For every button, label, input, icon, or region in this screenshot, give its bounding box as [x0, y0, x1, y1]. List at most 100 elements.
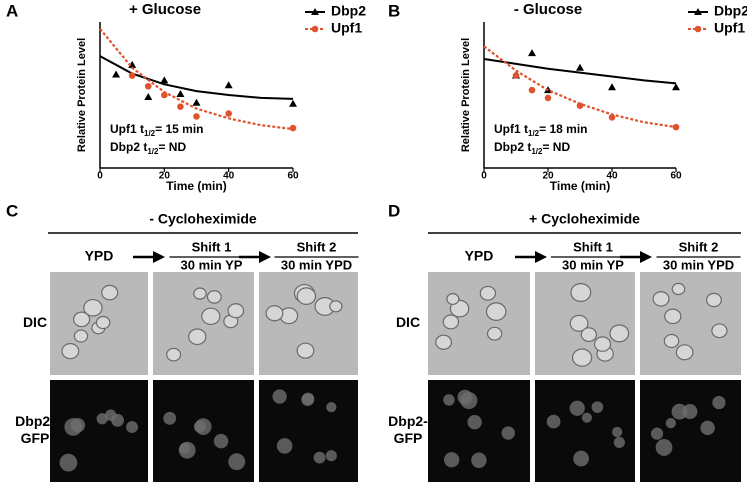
data-point	[608, 83, 616, 91]
dic-image	[640, 272, 741, 375]
cell	[580, 327, 598, 343]
cell	[178, 441, 196, 459]
row-label: GFP	[394, 430, 423, 446]
chart-title: + Glucose	[129, 1, 201, 18]
cell	[72, 311, 91, 328]
data-point	[544, 94, 552, 102]
cell	[457, 389, 473, 405]
cell	[188, 328, 207, 346]
cell	[443, 394, 455, 406]
annotation-subscript: 1/2	[528, 129, 540, 138]
cell	[700, 420, 715, 436]
x-tick-label: 40	[223, 171, 235, 182]
y-axis-label: Relative Protein Level	[460, 38, 472, 152]
column-label: 30 min YP	[562, 257, 624, 272]
data-point	[289, 124, 297, 132]
cell	[313, 451, 326, 464]
column-label: Shift 2	[679, 239, 719, 254]
column-label: Shift 1	[192, 239, 232, 254]
cell	[201, 307, 221, 326]
cell	[570, 283, 592, 303]
x-axis-label: Time (min)	[550, 179, 610, 193]
fit-curve	[99, 55, 294, 100]
data-point	[192, 98, 201, 106]
arrow-head	[259, 251, 271, 263]
fit-curve	[483, 45, 677, 129]
column-label: Shift 1	[573, 239, 613, 254]
data-point	[512, 72, 520, 79]
cell	[193, 420, 207, 433]
arrow-head	[535, 251, 547, 263]
data-point	[224, 81, 233, 89]
cell	[612, 426, 623, 438]
cell	[446, 293, 460, 306]
annotation-suffix: = 15 min	[155, 122, 203, 136]
data-point	[225, 110, 232, 117]
row-label: DIC	[23, 314, 47, 330]
x-tick-label: 0	[481, 171, 487, 182]
cell	[571, 348, 593, 367]
annotation-text: Dbp2 t	[110, 140, 147, 154]
cell	[569, 400, 585, 416]
annotation-text: Upf1 t	[494, 122, 528, 136]
cell	[652, 291, 670, 307]
cell	[276, 438, 293, 454]
cell	[326, 401, 337, 413]
cell	[213, 433, 229, 449]
cell	[471, 452, 487, 468]
cell	[166, 347, 182, 362]
annotation: Upf1 t1/2= 15 min	[110, 122, 203, 138]
cell	[479, 285, 497, 301]
cell	[682, 404, 698, 420]
arrow-head	[640, 251, 652, 263]
data-point	[576, 102, 584, 110]
fit-curve	[483, 57, 677, 85]
panel-title: - Cycloheximide	[149, 211, 257, 227]
data-point	[161, 91, 168, 99]
cell	[96, 413, 108, 425]
cell	[227, 303, 245, 319]
cell	[581, 412, 593, 423]
legend-marker	[311, 25, 319, 33]
annotation: Dbp2 t1/2= ND	[494, 140, 570, 156]
cell	[609, 324, 630, 343]
cell	[435, 334, 453, 350]
cell	[73, 329, 89, 343]
cell	[111, 413, 124, 427]
x-tick-label: 20	[542, 171, 554, 182]
y-axis-label: Relative Protein Level	[76, 38, 88, 152]
cell	[272, 389, 287, 404]
panel-title: + Cycloheximide	[529, 211, 640, 227]
cell	[665, 417, 676, 429]
annotation: Upf1 t1/2= 18 min	[494, 122, 587, 138]
data-point	[576, 63, 584, 71]
data-point	[144, 82, 152, 90]
annotation-suffix: = ND	[542, 140, 570, 154]
annotation-subscript: 1/2	[147, 147, 159, 156]
legend-marker	[311, 8, 319, 15]
cell	[59, 453, 78, 472]
panel-label: D	[388, 201, 400, 220]
data-point	[672, 83, 680, 91]
cell	[593, 336, 612, 352]
data-point	[672, 123, 680, 131]
cell	[705, 292, 722, 308]
cell	[663, 333, 680, 349]
cell	[467, 414, 482, 430]
data-point	[289, 99, 297, 107]
legend-label: Dbp2	[714, 3, 747, 19]
cell	[206, 290, 222, 304]
cell	[655, 439, 673, 456]
column-label: YPD	[85, 248, 114, 264]
chart-title: - Glucose	[514, 1, 582, 18]
cell	[329, 300, 343, 313]
arrow-head	[153, 251, 165, 263]
legend-marker	[694, 25, 702, 33]
cell	[501, 426, 515, 440]
column-label: 30 min YP	[181, 257, 243, 272]
x-axis-label: Time (min)	[166, 179, 226, 193]
cell	[613, 436, 625, 449]
column-label: 30 min YPD	[281, 257, 352, 272]
cell	[444, 452, 460, 468]
x-tick-label: 60	[287, 171, 299, 182]
